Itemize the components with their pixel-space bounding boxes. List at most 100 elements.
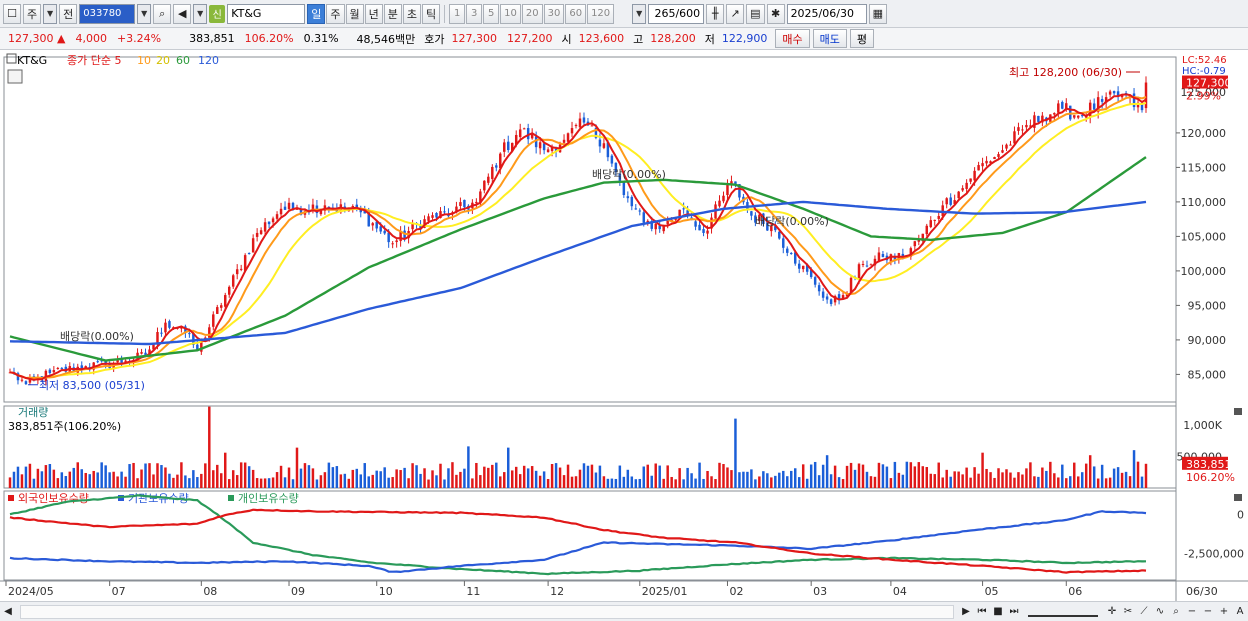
volume-bar bbox=[750, 469, 753, 488]
period-week-button[interactable]: 주 bbox=[23, 3, 42, 24]
zoom-in-icon[interactable]: + bbox=[1219, 606, 1229, 617]
save-icon[interactable]: ▤ bbox=[746, 3, 765, 24]
candle-body bbox=[212, 314, 215, 327]
scissors-icon[interactable]: ✂ bbox=[1123, 606, 1133, 617]
window-menu-button[interactable]: ☐ bbox=[3, 3, 21, 24]
interval-number-tab[interactable]: 3 bbox=[466, 3, 483, 24]
number-dropdown-icon[interactable]: ▼ bbox=[632, 3, 647, 24]
volume-bar bbox=[196, 477, 199, 488]
interval-number-tab[interactable]: 20 bbox=[521, 3, 543, 24]
interval-number-tab[interactable]: 1 bbox=[449, 3, 466, 24]
volume-bar bbox=[694, 478, 697, 488]
interval-tab[interactable]: 틱 bbox=[422, 3, 441, 24]
bar-count-input[interactable]: 265/600 bbox=[648, 3, 705, 24]
speaker-icon[interactable]: ◀ bbox=[173, 3, 192, 24]
interval-tab[interactable]: 년 bbox=[364, 3, 383, 24]
volume-bar bbox=[813, 461, 817, 488]
candle-body bbox=[120, 358, 123, 363]
volume-bar bbox=[180, 462, 183, 488]
price-tick-label: 105,000 bbox=[1181, 230, 1227, 243]
volume-bar bbox=[176, 474, 179, 488]
line-tool-icon[interactable]: ⟋ bbox=[1140, 606, 1148, 617]
volume-bar bbox=[965, 467, 968, 488]
candle-body bbox=[897, 253, 901, 259]
calendar-icon[interactable]: ▦ bbox=[868, 3, 887, 24]
speaker-dropdown-icon[interactable]: ▼ bbox=[193, 3, 208, 24]
x-tick-label: 04 bbox=[893, 585, 907, 598]
date-input[interactable]: 2025/06/30 bbox=[786, 3, 867, 24]
stock-code-input[interactable]: 033780 bbox=[79, 3, 136, 24]
candle-body bbox=[479, 191, 482, 204]
magnifier-icon[interactable]: ⌕ bbox=[1173, 606, 1179, 617]
scroll-track[interactable] bbox=[20, 604, 954, 619]
volume-bar bbox=[415, 465, 418, 488]
chart-canvas[interactable]: 85,000 90,000 95,000 100,000 105,000 110,000 1… bbox=[0, 50, 1248, 601]
candle-body bbox=[662, 226, 665, 232]
draw-tool-icon[interactable]: ↗ bbox=[726, 3, 745, 24]
interval-tab[interactable]: 초 bbox=[402, 3, 421, 24]
interval-number-tab[interactable]: 10 bbox=[500, 3, 521, 24]
last-page-icon[interactable]: ⏭ bbox=[1009, 606, 1019, 617]
candle-body bbox=[1057, 103, 1060, 113]
volume-bar bbox=[546, 479, 550, 488]
interval-tab[interactable]: 일 bbox=[307, 3, 326, 24]
scroll-left-icon[interactable]: ◀ bbox=[4, 606, 12, 617]
candle-body bbox=[204, 337, 207, 339]
candle-body bbox=[829, 299, 833, 305]
volume-bar bbox=[399, 470, 402, 488]
stop-icon[interactable]: ■ bbox=[993, 606, 1003, 617]
candle-type-icon[interactable]: ╫ bbox=[706, 3, 725, 24]
buy-button[interactable]: 매수 bbox=[775, 29, 810, 48]
ma60-line bbox=[9, 156, 1147, 362]
volume-bar bbox=[419, 473, 422, 488]
interval-number-tab[interactable]: 5 bbox=[483, 3, 500, 24]
legend-series: 10 bbox=[137, 54, 151, 67]
candle-body bbox=[686, 210, 689, 216]
interval-tab[interactable]: 주 bbox=[326, 3, 345, 24]
volume-bar bbox=[1096, 478, 1100, 488]
holdings-legend-swatch bbox=[8, 495, 14, 501]
eval-button[interactable]: 평 bbox=[849, 29, 875, 48]
candle-body bbox=[845, 293, 849, 297]
gear-icon[interactable]: ✱ bbox=[766, 3, 785, 24]
interval-tab[interactable]: 분 bbox=[383, 3, 402, 24]
scroll-right-icon[interactable]: ▶ bbox=[962, 606, 970, 617]
zoom-minus-icon[interactable]: − bbox=[1203, 606, 1213, 617]
price-change: 4,000 bbox=[75, 32, 107, 45]
volume-bar bbox=[542, 471, 546, 488]
volume-bar bbox=[160, 465, 163, 488]
code-dropdown-icon[interactable]: ▼ bbox=[137, 3, 152, 24]
volume-bar bbox=[423, 468, 426, 488]
first-page-icon[interactable]: ⏮ bbox=[977, 606, 987, 617]
candle-body bbox=[235, 269, 239, 275]
font-size-icon[interactable]: A bbox=[1236, 606, 1244, 617]
volume-bar bbox=[782, 470, 785, 488]
candle-body bbox=[861, 264, 865, 265]
candle-body bbox=[351, 206, 355, 208]
wave-tool-icon[interactable]: ∿ bbox=[1155, 606, 1165, 617]
interval-number-tab[interactable]: 30 bbox=[543, 3, 565, 24]
sell-button[interactable]: 매도 bbox=[812, 29, 847, 48]
high-annotation: 최고 128,200 (06/30) bbox=[1009, 66, 1122, 79]
interval-number-tab[interactable]: 120 bbox=[587, 3, 615, 24]
stock-name-field[interactable]: KT&G bbox=[227, 3, 306, 24]
volume-bar bbox=[642, 466, 646, 488]
search-button[interactable]: ⌕ bbox=[153, 3, 172, 24]
candle-body bbox=[989, 161, 992, 164]
candle-body bbox=[614, 162, 618, 173]
candle-body bbox=[184, 326, 187, 334]
candle-body bbox=[933, 219, 936, 221]
volume-bar bbox=[1069, 476, 1072, 488]
zoom-slider[interactable] bbox=[1028, 607, 1098, 617]
interval-tab[interactable]: 월 bbox=[345, 3, 364, 24]
prev-period-button[interactable]: 전 bbox=[59, 3, 78, 24]
zoom-out-icon[interactable]: − bbox=[1187, 606, 1197, 617]
candle-body bbox=[1140, 103, 1144, 111]
crosshair-icon[interactable]: ✛ bbox=[1107, 606, 1117, 617]
volume-bar bbox=[706, 470, 709, 488]
candle-body bbox=[156, 332, 159, 345]
candle-body bbox=[925, 225, 929, 235]
interval-number-tab[interactable]: 60 bbox=[565, 3, 587, 24]
chevron-down-icon[interactable]: ▼ bbox=[43, 3, 58, 24]
candle-body bbox=[710, 217, 713, 229]
